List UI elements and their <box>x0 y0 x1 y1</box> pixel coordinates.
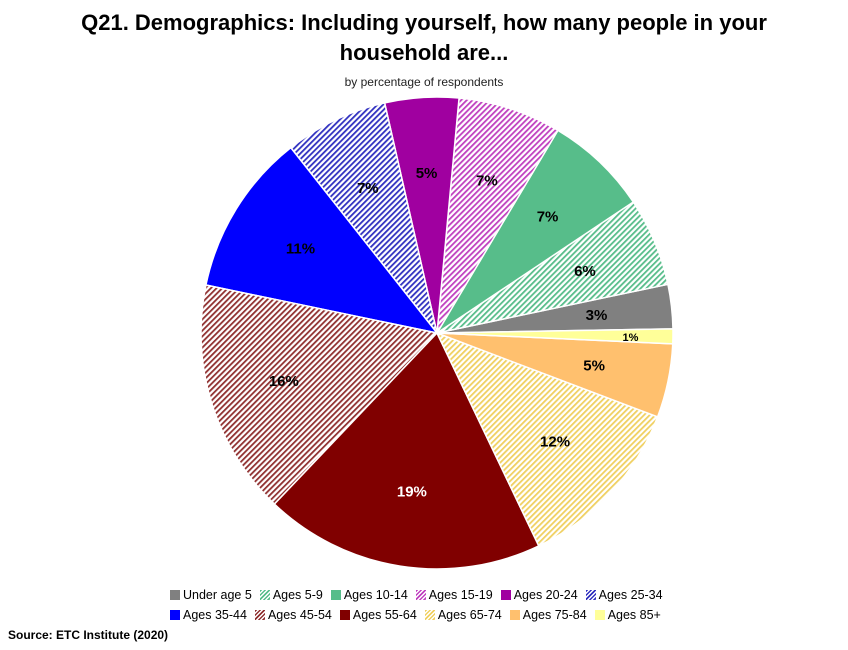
legend-label: Ages 65-74 <box>437 608 502 622</box>
source-note: Source: ETC Institute (2020) <box>8 628 169 642</box>
legend-swatch <box>585 590 596 600</box>
legend-item: Ages 15-19 <box>415 588 493 602</box>
chart-subtitle: by percentage of respondents <box>344 75 504 89</box>
pie-slice-ages-15-19 <box>436 97 559 334</box>
legend-swatch <box>259 590 270 600</box>
pie-chart: 3% 6% 7% 7% 5% 7% 11% 16% 19% 12% 5% 1% <box>200 96 674 570</box>
pie-slice-ages-45-54 <box>200 284 439 506</box>
legend-swatch <box>170 590 180 600</box>
legend-label: Ages 55-64 <box>352 608 417 622</box>
legend-swatch <box>415 590 426 600</box>
pie-slice-ages-55-64 <box>273 331 540 570</box>
legend-label: Ages 85+ <box>607 608 661 622</box>
pie-slice-ages-35-44 <box>205 146 439 335</box>
data-label: 7% <box>357 180 379 197</box>
data-label: 7% <box>476 172 498 189</box>
legend-label: Ages 25-34 <box>598 588 663 602</box>
legend-item: Ages 25-34 <box>585 588 663 602</box>
data-label: 3% <box>586 307 608 324</box>
legend-label: Under age 5 <box>183 588 252 602</box>
legend-item: Ages 10-14 <box>330 588 408 602</box>
legend-item: Ages 75-84 <box>509 608 587 622</box>
legend-item: Ages 5-9 <box>259 588 323 602</box>
data-label: 1% <box>623 332 639 344</box>
legend-swatch <box>254 610 265 620</box>
legend-label: Ages 20-24 <box>513 588 578 602</box>
pie-slice-ages-10-14 <box>436 129 635 334</box>
chart-title: Q21. Demographics: Including yourself, h… <box>0 8 848 68</box>
legend-item: Ages 65-74 <box>424 608 502 622</box>
data-label: 6% <box>574 263 596 280</box>
legend-swatch <box>170 610 180 620</box>
legend-row: Ages 35-44 Ages 45-54 Ages 55-64 Ages 65-74… <box>170 608 730 622</box>
legend-label: Ages 10-14 <box>343 588 408 602</box>
data-label: 19% <box>397 484 427 501</box>
legend-item: Ages 35-44 <box>170 608 247 622</box>
legend: Under age 5 Ages 5-9 Ages 10-14 Ages 15-19 A… <box>170 588 730 628</box>
data-label: 16% <box>269 373 299 390</box>
legend-row: Under age 5 Ages 5-9 Ages 10-14 Ages 15-19 A… <box>170 588 730 602</box>
data-label: 7% <box>537 209 559 226</box>
legend-label: Ages 5-9 <box>272 588 323 602</box>
data-label: 11% <box>286 241 315 258</box>
pie-slice-ages-65-74 <box>435 331 659 547</box>
data-label: 12% <box>540 434 570 451</box>
legend-item: Ages 55-64 <box>339 608 417 622</box>
legend-label: Ages 75-84 <box>522 608 587 622</box>
legend-label: Ages 45-54 <box>267 608 332 622</box>
legend-item: Ages 20-24 <box>500 588 578 602</box>
legend-swatch <box>424 610 435 620</box>
legend-label: Ages 35-44 <box>183 608 247 622</box>
title-line-2: household are... <box>339 40 509 65</box>
data-label: 5% <box>416 165 438 182</box>
legend-swatch <box>500 590 511 600</box>
data-label: 5% <box>583 358 605 375</box>
legend-swatch <box>594 610 605 620</box>
legend-item: Ages 85+ <box>594 608 661 622</box>
legend-item: Ages 45-54 <box>254 608 332 622</box>
title-line-1: Q21. Demographics: Including yourself, h… <box>81 10 767 35</box>
legend-swatch <box>330 590 341 600</box>
pie-slice-ages-25-34 <box>289 101 438 334</box>
legend-swatch <box>339 610 350 620</box>
legend-item: Under age 5 <box>170 588 252 602</box>
legend-label: Ages 15-19 <box>428 588 493 602</box>
legend-swatch <box>509 610 520 620</box>
pie-slice-ages-85- <box>436 328 674 345</box>
